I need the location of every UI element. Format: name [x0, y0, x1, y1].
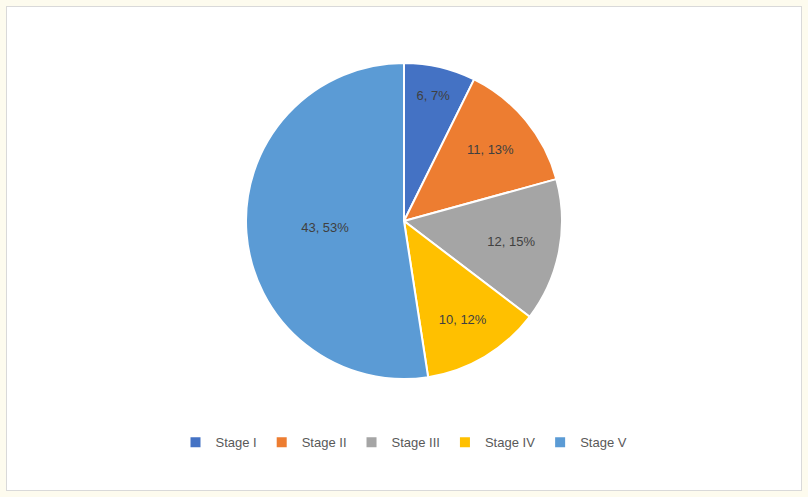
- svg-text:Stage II: Stage II: [302, 435, 347, 450]
- svg-text:Stage V: Stage V: [580, 435, 627, 450]
- svg-text:12, 15%: 12, 15%: [487, 234, 535, 249]
- svg-text:10, 12%: 10, 12%: [439, 312, 487, 327]
- svg-text:Stage IV: Stage IV: [485, 435, 535, 450]
- svg-text:Stage III: Stage III: [392, 435, 440, 450]
- svg-text:6, 7%: 6, 7%: [416, 88, 450, 103]
- svg-text:43, 53%: 43, 53%: [301, 220, 349, 235]
- svg-text:Stage I: Stage I: [216, 435, 257, 450]
- svg-text:11, 13%: 11, 13%: [467, 142, 514, 157]
